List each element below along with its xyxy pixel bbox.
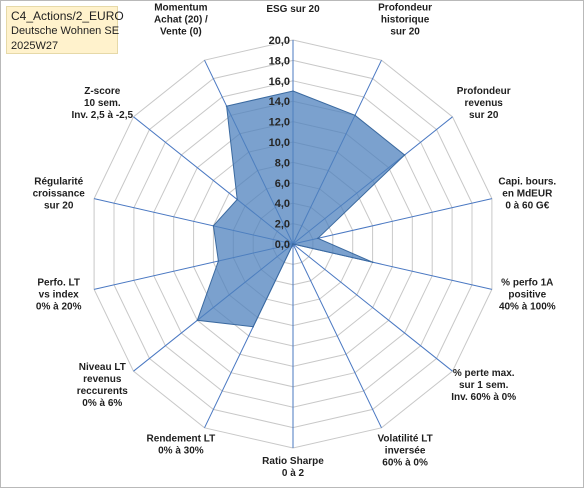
data-point-4 bbox=[371, 261, 374, 264]
axis-label-12: Z-score 10 sem. Inv. 2,5 à -2,5 bbox=[72, 86, 134, 121]
axis-label-3: Capi. bours. en MdEUR 0 à 60 G€ bbox=[498, 177, 556, 212]
tick-label-8: 16,0 bbox=[269, 76, 290, 88]
tick-label-6: 12,0 bbox=[269, 117, 290, 129]
axis-label-4: % perfo 1A positive 40% à 100% bbox=[499, 277, 556, 312]
radar-series bbox=[196, 90, 406, 328]
tick-label-10: 20,0 bbox=[269, 35, 290, 47]
series-area bbox=[196, 90, 406, 328]
axis-label-8: Rendement LT 0% à 30% bbox=[147, 434, 216, 457]
data-point-11 bbox=[212, 225, 215, 227]
title-line-3: 2025W27 bbox=[11, 40, 59, 52]
axis-label-10: Perfo. LT vs index 0% à 20% bbox=[36, 277, 82, 312]
tick-label-4: 8,0 bbox=[275, 157, 290, 169]
axis-label-9: Niveau LT revenus reccurents 0% à 6% bbox=[77, 362, 129, 409]
data-point-12 bbox=[236, 198, 238, 201]
tick-label-3: 6,0 bbox=[275, 178, 290, 190]
axis-label-0: NoteESG sur 20 bbox=[266, 1, 320, 15]
axis-label-6: Volatilité LT inversée 60% à 0% bbox=[378, 434, 433, 469]
tick-label-7: 14,0 bbox=[269, 96, 290, 108]
data-point-13 bbox=[225, 105, 228, 107]
data-point-1 bbox=[354, 114, 356, 117]
axis-label-11: Régularité croissance sur 20 bbox=[33, 177, 86, 212]
axis-spoke-6 bbox=[292, 243, 382, 429]
data-point-0 bbox=[292, 90, 294, 92]
tick-label-0: 0,0 bbox=[275, 239, 290, 251]
axis-spoke-3 bbox=[292, 198, 493, 245]
data-point-7 bbox=[292, 243, 294, 245]
data-point-9 bbox=[196, 319, 199, 322]
tick-label-2: 4,0 bbox=[275, 198, 290, 210]
radar-tick-labels: 0,0 2,0 4,0 6,0 8,0 10,0 12,0 14,0 16,0 18,0 20,0 bbox=[269, 35, 290, 251]
chart-title-box: C4_Actions/2_EURO Deutsche Wohnen SE 202… bbox=[6, 6, 124, 54]
data-point-8 bbox=[252, 325, 254, 328]
axis-label-13: Momentum Achat (20) / Vente (0) bbox=[154, 2, 208, 37]
title-line-2: Deutsche Wohnen SE bbox=[11, 25, 120, 37]
axis-label-1: Profondeur historique sur 20 bbox=[378, 2, 432, 37]
axis-spoke-5 bbox=[292, 243, 453, 372]
axis-label-7: Ratio Sharpe 0 à 2 bbox=[262, 456, 324, 479]
axis-label-5: % perte max. sur 1 sem. Inv. 60% à 0% bbox=[451, 368, 516, 403]
tick-label-9: 18,0 bbox=[269, 55, 290, 67]
title-line-1: C4_Actions/2_EURO bbox=[11, 9, 124, 23]
tick-label-5: 10,0 bbox=[269, 137, 290, 149]
data-point-10 bbox=[217, 260, 220, 262]
data-point-3 bbox=[317, 237, 319, 240]
axis-label-2: Profondeur revenus sur 20 bbox=[457, 86, 511, 121]
data-point-2 bbox=[403, 154, 406, 156]
tick-label-1: 2,0 bbox=[275, 219, 290, 231]
